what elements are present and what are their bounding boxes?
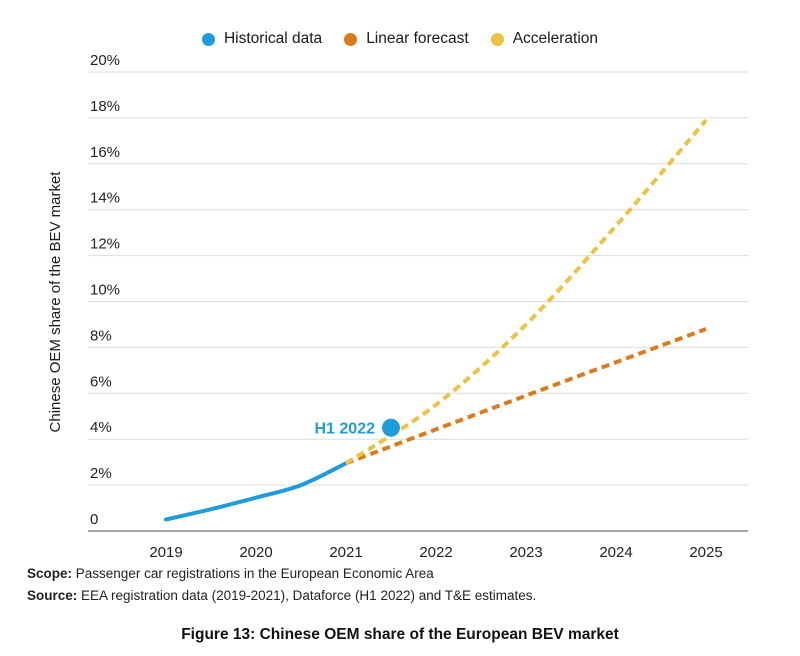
linear-forecast-dot-icon — [344, 32, 358, 46]
y-tick-label: 20% — [90, 52, 120, 69]
scope-label: Scope: — [27, 566, 73, 581]
series-line-linear-forecast — [345, 327, 707, 466]
historical-data-dot-icon — [201, 32, 215, 46]
x-tick-label: 2021 — [329, 544, 362, 561]
x-tick-label: 2019 — [149, 544, 182, 561]
acceleration-dot-icon — [490, 32, 504, 46]
y-tick-label: 18% — [90, 98, 120, 115]
x-tick-label: 2022 — [419, 544, 452, 561]
legend-label-linear-forecast: Linear forecast — [366, 30, 469, 47]
legend-label-historical-data: Historical data — [223, 30, 323, 47]
x-tick-label: 2023 — [509, 544, 542, 561]
series-line-historical-data — [164, 461, 348, 522]
chart-legend: Historical data Linear forecast Accelera… — [0, 30, 800, 48]
figure-caption: Figure 13: Chinese OEM share of the Euro… — [181, 626, 619, 643]
y-tick-label: 4% — [90, 419, 112, 436]
y-tick-label: 6% — [90, 373, 112, 390]
line-chart: 0 2% 4% 6% 8% 10% 12% 14% 16% 18% 20% 2019 2020 2021 2… — [47, 52, 748, 561]
source-text: EEA registration data (2019-2021), Dataf… — [81, 588, 537, 603]
legend-item-linear-forecast: Linear forecast — [344, 30, 469, 48]
y-axis-title: Chinese OEM share of the BEV market — [47, 171, 64, 433]
legend-item-historical-data: Historical data — [201, 30, 323, 48]
y-tick-label: 0 — [90, 511, 98, 528]
annotation-point-h1-2022 — [382, 418, 400, 437]
y-tick-label: 8% — [90, 327, 112, 344]
y-tick-label: 14% — [90, 190, 120, 207]
series-line-acceleration — [344, 118, 708, 465]
legend-label-acceleration: Acceleration — [512, 30, 599, 47]
y-tick-label: 12% — [90, 236, 120, 253]
source-note: Source: EEA registration data (2019-2021… — [27, 588, 536, 603]
annotation-label-h1-2022: H1 2022 — [315, 421, 376, 438]
scope-text: Passenger car registrations in the Europ… — [75, 566, 434, 581]
y-tick-label: 10% — [90, 282, 120, 299]
legend-item-acceleration: Acceleration — [490, 30, 599, 48]
y-tick-label: 2% — [90, 465, 112, 482]
scope-note: Scope: Passenger car registrations in th… — [27, 566, 434, 581]
x-tick-label: 2020 — [239, 544, 272, 561]
y-tick-label: 16% — [90, 144, 120, 161]
x-tick-label: 2024 — [599, 544, 632, 561]
x-tick-label: 2025 — [689, 544, 722, 561]
source-label: Source: — [27, 588, 78, 603]
